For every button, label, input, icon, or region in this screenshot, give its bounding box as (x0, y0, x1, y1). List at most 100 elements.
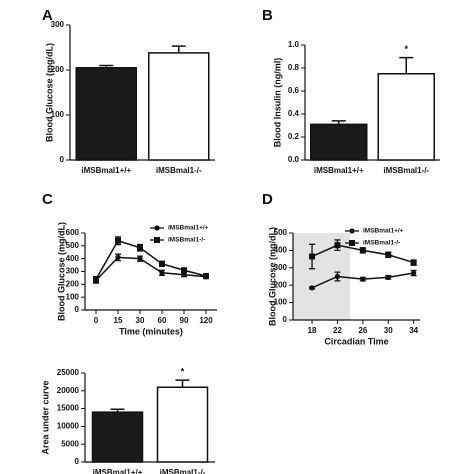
x-tick-label: iMSBmal1+/+ (314, 166, 364, 175)
marker (385, 274, 391, 280)
y-tick-label: 0 (75, 305, 80, 314)
x-tick-label: iMSBmal1-/- (160, 468, 206, 474)
marker (359, 247, 366, 254)
y-tick-label: 0 (283, 315, 288, 324)
x-tick-label: iMSBmal1+/+ (93, 468, 143, 474)
bar (156, 386, 209, 463)
marker (309, 253, 316, 260)
error-bar (175, 379, 190, 388)
x-tick-label: 15 (114, 316, 123, 325)
y-tick-label: 100 (51, 110, 65, 119)
y-tick-label: 0.0 (288, 155, 300, 164)
x-tick-label: 30 (136, 316, 145, 325)
y-axis-title: Blood Glucose (mg/dL) (267, 227, 277, 326)
y-tick-label: 300 (66, 267, 80, 276)
y-axis-title: Blood Glucose (mg/dL) (44, 43, 54, 142)
x-tick-label: iMSBmal1-/- (383, 166, 429, 175)
y-tick-label: 0.4 (288, 109, 300, 118)
x-tick-label: iMSBmal1+/+ (81, 166, 131, 175)
x-tick-label: 18 (308, 326, 317, 335)
panel-label: A (42, 7, 53, 24)
marker (411, 270, 417, 276)
y-tick-label: 400 (66, 254, 80, 263)
y-tick-label: 200 (51, 65, 65, 74)
x-tick-label: 90 (180, 316, 189, 325)
error-bar (99, 64, 114, 68)
marker (385, 251, 392, 258)
legend-marker (154, 237, 160, 243)
legend-marker (349, 228, 355, 234)
marker (137, 244, 143, 251)
y-axis-title: Blood Insulin (ng/ml) (272, 58, 282, 148)
bar (377, 73, 435, 161)
x-tick-label: 34 (409, 326, 418, 335)
bar (75, 67, 137, 161)
panel-label: D (262, 191, 273, 208)
y-tick-label: 100 (274, 298, 288, 307)
x-tick-label: iMSBmal1-/- (156, 166, 202, 175)
y-tick-label: 400 (274, 246, 288, 255)
legend-marker (349, 240, 355, 246)
x-tick-label: 120 (199, 316, 213, 325)
y-tick-label: 300 (274, 263, 288, 272)
x-tick-label: 26 (358, 326, 367, 335)
marker (159, 270, 165, 276)
marker (181, 267, 187, 274)
y-tick-label: 0.2 (288, 132, 300, 141)
x-axis-title: Time (minutes) (119, 326, 183, 336)
significance: * (181, 366, 185, 376)
significance: * (404, 44, 408, 54)
y-tick-label: 5000 (61, 439, 79, 448)
error-bar (399, 56, 414, 74)
series-line (95, 239, 207, 280)
marker (203, 272, 209, 279)
legend-label: iMSBmal1+/+ (363, 228, 404, 235)
x-tick-label: 0 (94, 316, 99, 325)
marker (137, 256, 143, 262)
error-bar (110, 408, 125, 413)
y-tick-label: 100 (66, 292, 80, 301)
x-axis-title: Circadian Time (324, 336, 388, 346)
y-tick-label: 0.8 (288, 63, 300, 72)
x-tick-label: 30 (384, 326, 393, 335)
y-tick-label: 0 (60, 155, 65, 164)
legend-label: iMSBmal1-/- (168, 237, 205, 244)
marker (93, 276, 99, 283)
error-bar (331, 120, 346, 125)
y-tick-label: 200 (66, 279, 80, 288)
y-tick-label: 300 (51, 20, 65, 29)
y-tick-label: 500 (274, 228, 288, 237)
y-tick-label: 0 (75, 457, 80, 466)
marker (309, 285, 315, 291)
marker (334, 242, 341, 249)
marker (181, 272, 187, 278)
legend-marker (154, 225, 160, 231)
error-bar (171, 45, 186, 53)
bar (310, 123, 368, 161)
y-tick-label: 25000 (57, 368, 80, 377)
series-line (95, 256, 207, 282)
y-tick-label: 500 (66, 241, 80, 250)
x-tick-label: 60 (158, 316, 167, 325)
marker (115, 254, 121, 260)
bar (148, 52, 210, 161)
y-tick-label: 20000 (57, 386, 80, 395)
y-tick-label: 0.6 (288, 86, 300, 95)
y-tick-label: 15000 (57, 404, 80, 413)
marker (159, 260, 165, 267)
panel-label: C (42, 191, 53, 208)
marker (410, 259, 417, 266)
y-axis-title: Blood Glucose (mg/dL) (56, 222, 66, 321)
y-tick-label: 600 (66, 228, 80, 237)
marker (334, 273, 341, 280)
legend-label: iMSBmal1-/- (363, 240, 400, 247)
legend-label: iMSBmal1+/+ (168, 225, 209, 232)
y-tick-label: 10000 (57, 422, 80, 431)
y-tick-label: 1.0 (288, 40, 300, 49)
bar (91, 411, 144, 463)
marker (360, 276, 366, 282)
x-tick-label: 22 (333, 326, 342, 335)
y-tick-label: 200 (274, 280, 288, 289)
panel-label: B (262, 7, 273, 24)
